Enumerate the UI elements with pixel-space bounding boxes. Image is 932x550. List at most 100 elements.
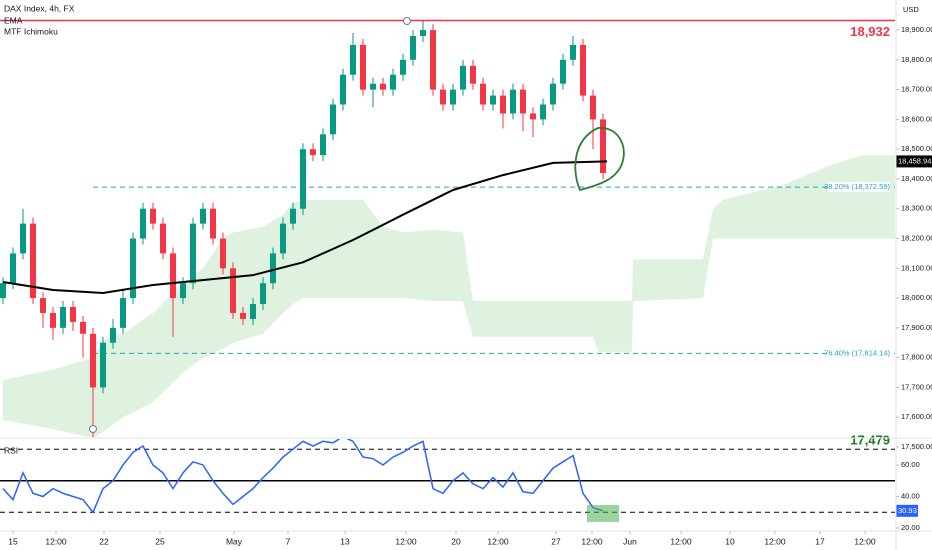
candle-body xyxy=(570,44,576,60)
candle-body xyxy=(240,312,246,319)
fib-label: 76.40% (17,814.14) xyxy=(824,348,890,357)
candle-body xyxy=(370,83,376,90)
candle-body xyxy=(490,95,496,105)
candle-body xyxy=(350,44,356,75)
x-tick-label: 12:00 xyxy=(45,536,67,546)
candle-body xyxy=(450,89,456,105)
x-tick-label: May xyxy=(226,536,243,546)
y-tick-label: 18,700.00 xyxy=(901,85,932,94)
anchor-point xyxy=(89,425,97,433)
anchor-point xyxy=(403,17,411,25)
candle-body xyxy=(440,89,446,105)
candle-body xyxy=(330,104,336,135)
candle-body xyxy=(580,44,586,96)
candle-body xyxy=(360,44,366,90)
axes: 18,900.00 18,800.00 18,700.00 18,600.00 18,5… xyxy=(8,24,932,546)
candle-body xyxy=(140,208,146,239)
candle-body xyxy=(30,223,36,299)
candle-body xyxy=(210,208,216,239)
fib-label: 38.20% (18,372.59) xyxy=(824,182,890,191)
candle-body xyxy=(340,74,346,105)
y-tick-label: 18,600.00 xyxy=(901,114,932,123)
level-label: 18,932 xyxy=(850,24,890,39)
candle-body xyxy=(90,333,96,388)
candle-body xyxy=(190,223,196,284)
candle-body xyxy=(320,134,326,156)
candle-body xyxy=(510,89,516,114)
candle-body xyxy=(290,208,296,224)
x-tick-label: 20 xyxy=(451,536,461,546)
candle-body xyxy=(550,83,556,105)
x-tick-label: 15 xyxy=(8,536,18,546)
ema-value-label: 18,458.94 xyxy=(898,156,931,165)
ema-line xyxy=(2,160,608,295)
x-tick-label: 13 xyxy=(340,536,350,546)
candle-body xyxy=(70,307,76,322)
price-panel xyxy=(0,19,895,437)
candle-body xyxy=(60,307,66,328)
candle-body xyxy=(600,119,606,174)
y-tick-label: 17,800.00 xyxy=(901,353,932,362)
candle-body xyxy=(420,30,426,37)
y-tick-label: 18,200.00 xyxy=(901,234,932,243)
x-tick-label: 12:00 xyxy=(487,536,509,546)
chart-title: DAX Index, 4h, FX xyxy=(4,3,75,13)
x-tick-label: 12:00 xyxy=(670,536,692,546)
candle-body xyxy=(10,253,16,284)
candle-body xyxy=(530,113,536,120)
candle-body xyxy=(270,253,276,284)
x-tick-label: 22 xyxy=(99,536,109,546)
x-tick-label: 10 xyxy=(725,536,735,546)
x-tick-label: 12:00 xyxy=(764,536,786,546)
y-tick-label: 20.00 xyxy=(901,523,920,532)
candle-body xyxy=(120,298,126,328)
y-tick-label: 17,500.00 xyxy=(901,442,932,451)
candle-body xyxy=(20,223,26,254)
candle-body xyxy=(260,283,266,305)
candle-body xyxy=(160,223,166,254)
candle-body xyxy=(80,321,86,334)
candle-body xyxy=(250,304,256,319)
y-tick-label: 18,400.00 xyxy=(901,174,932,183)
fib-label-bg xyxy=(828,182,890,193)
indicator-label: MTF Ichimoku xyxy=(4,26,58,36)
rsi-title: RSI xyxy=(4,445,18,455)
candle-body xyxy=(200,208,206,224)
rsi-line xyxy=(2,439,604,514)
candle-body xyxy=(540,104,546,120)
candle-body xyxy=(460,65,466,90)
candle-body xyxy=(130,238,136,299)
candle-body xyxy=(220,238,226,269)
fib-label-bg xyxy=(828,348,890,359)
rsi-panel xyxy=(0,439,895,514)
candle-body xyxy=(180,283,186,299)
candle-body xyxy=(430,30,436,90)
rsi-highlight xyxy=(587,505,619,522)
x-tick-label: 7 xyxy=(286,536,291,546)
candle-body xyxy=(170,253,176,299)
currency: USD xyxy=(903,5,919,14)
y-tick-label: 40.00 xyxy=(901,491,920,500)
candle-body xyxy=(280,223,286,254)
candle-body xyxy=(400,59,406,75)
candle-body xyxy=(310,149,316,156)
y-tick-label: 18,500.00 xyxy=(901,144,932,153)
candle-body xyxy=(390,74,396,90)
y-tick-label: 60.00 xyxy=(901,460,920,469)
x-tick-label: 12:00 xyxy=(581,536,603,546)
candle-body xyxy=(50,312,56,328)
rsi-value-label: 30.93 xyxy=(898,506,917,515)
x-tick-label: 12:00 xyxy=(854,536,876,546)
candle-body xyxy=(470,65,476,84)
candle-body xyxy=(100,342,106,388)
x-tick-label: Jun xyxy=(623,536,637,546)
y-tick-label: 18,800.00 xyxy=(901,55,932,64)
candle-body xyxy=(300,149,306,209)
candle-body xyxy=(110,327,116,343)
candle-body xyxy=(380,83,386,90)
indicator-label: EMA xyxy=(4,15,23,25)
candle-body xyxy=(150,208,156,224)
candle-body xyxy=(500,95,506,114)
highlight-circle xyxy=(574,127,625,192)
